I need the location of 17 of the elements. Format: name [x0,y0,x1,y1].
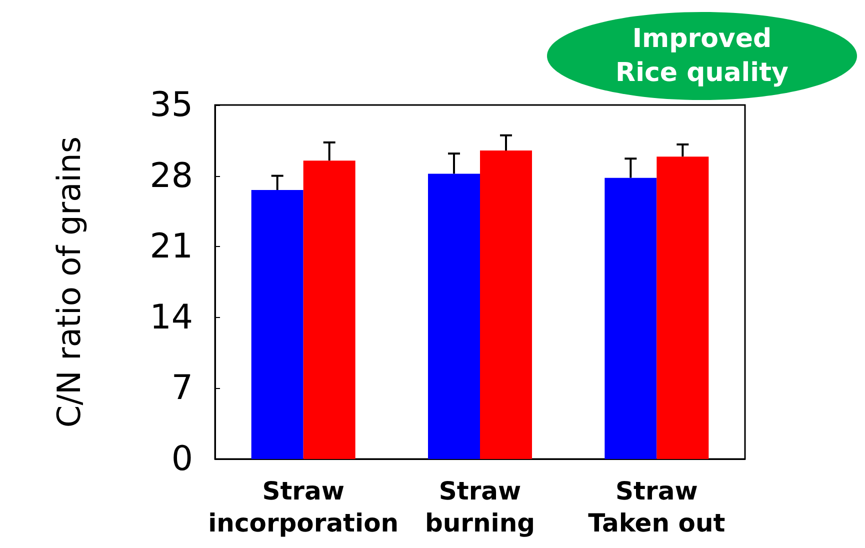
bar [604,178,657,459]
y-axis-title: C/N ratio of grains [50,136,88,428]
x-tick-label: Straw burning [424,476,536,538]
y-tick-label: 28 [150,156,193,196]
bar [251,190,304,459]
text: Improved Rice quality [616,24,788,88]
y-tick-label: 7 [171,368,193,408]
bar [428,174,480,459]
bar [480,150,532,459]
x-tick-label: Straw incorporation [208,476,399,538]
y-tick-label: 14 [150,297,193,338]
y-tick-label: 35 [150,85,193,125]
bar [656,156,709,459]
y-tick-label: 21 [150,226,193,267]
bar [303,160,356,459]
x-tick-label: Straw Taken out [588,476,726,538]
y-tick-label: 0 [171,439,193,479]
